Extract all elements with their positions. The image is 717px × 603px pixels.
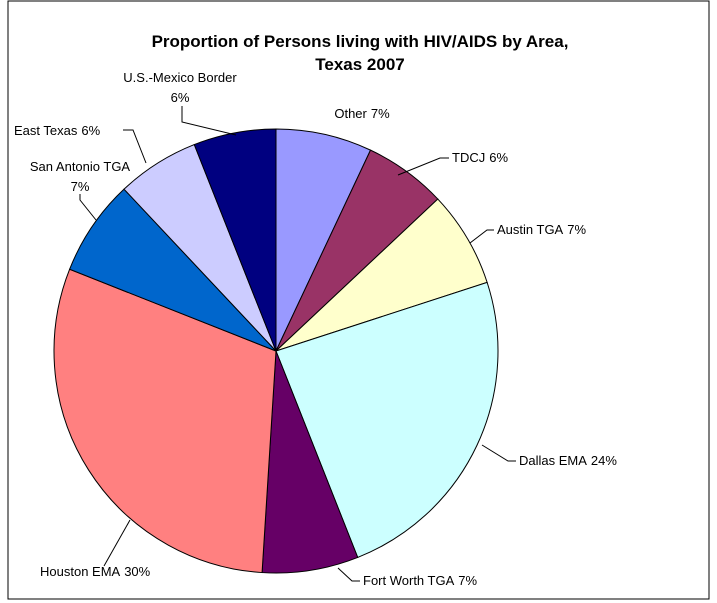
data-label: East Texas 6% [14,123,101,138]
leader-line [123,129,147,164]
label-value: 7% [458,573,477,588]
label-category: Fort Worth TGA [363,573,455,588]
leader-line [481,444,516,462]
pie-slice [275,281,499,559]
data-label: TDCJ 6% [452,150,508,165]
label-value: 6% [489,150,508,165]
leader-line [469,229,494,244]
leader-line [397,157,449,176]
leader-line [103,519,131,567]
label-value: 7% [371,106,390,121]
label-value: 6% [81,123,100,138]
label-category: East Texas [14,123,78,138]
pie-slice [193,128,277,352]
label-value: 7% [71,179,90,194]
label-value: 24% [591,453,617,468]
leader-line [181,106,237,136]
pie-slice [53,268,277,574]
data-label: San Antonio TGA 7% [30,159,131,194]
data-label: Austin TGA 7% [497,222,586,237]
label-category: Other [334,106,367,121]
data-labels: Other 7%TDCJ 6%Austin TGA 7%Dallas EMA 24%Fo… [14,70,617,588]
label-category: Dallas EMA [519,453,587,468]
label-category: TDCJ [452,150,485,165]
label-category: San Antonio TGA [30,159,131,174]
label-value: 30% [124,564,150,579]
leader-line [79,194,97,221]
leader-line [337,567,360,582]
data-label: Houston EMA 30% [40,564,151,579]
pie [53,128,499,574]
data-label: Fort Worth TGA 7% [363,573,477,588]
chart-title: Texas 2007 [315,55,404,74]
label-value: 6% [171,90,190,105]
label-category: Austin TGA [497,222,564,237]
label-value: 7% [567,222,586,237]
chart-title: Proportion of Persons living with HIV/AI… [152,32,569,51]
label-category: Houston EMA [40,564,121,579]
label-category: U.S.-Mexico Border [123,70,237,85]
data-label: Dallas EMA 24% [519,453,617,468]
data-label: Other 7% [334,106,390,121]
data-label: U.S.-Mexico Border 6% [123,70,237,105]
